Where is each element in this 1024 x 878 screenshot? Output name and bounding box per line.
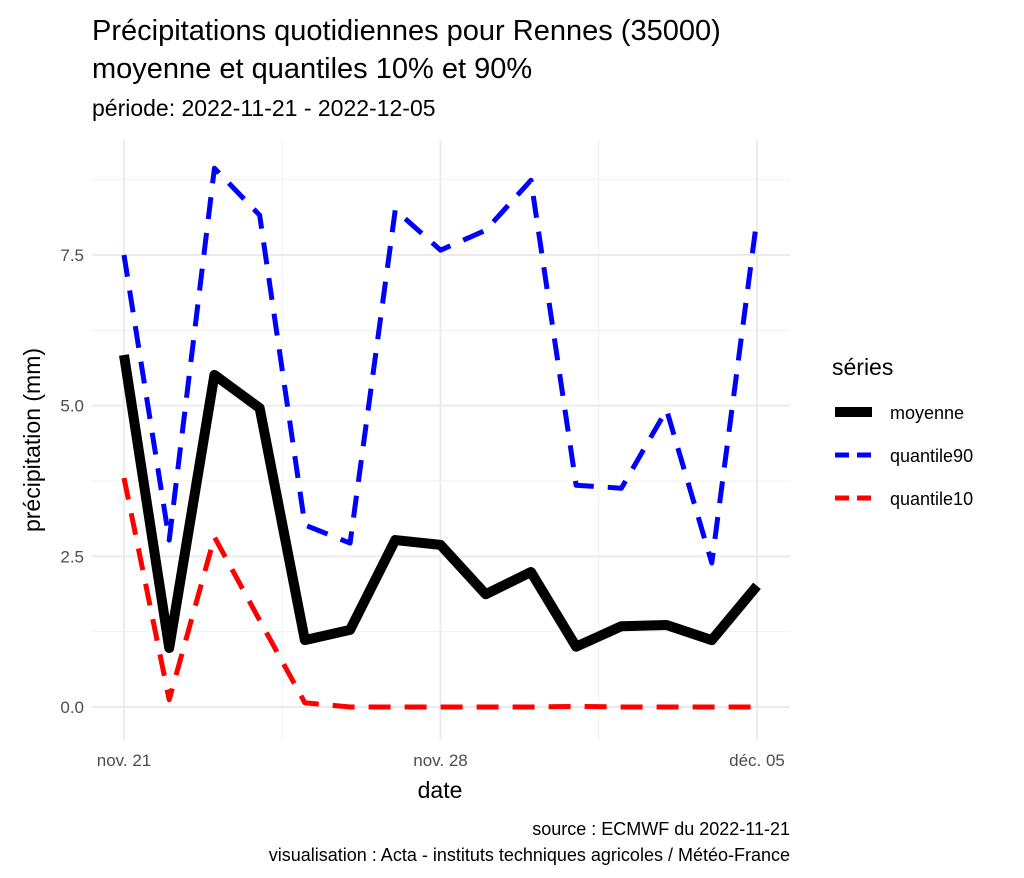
x-tick-label: nov. 21 (97, 751, 152, 770)
caption-source: source : ECMWF du 2022-11-21 (532, 819, 790, 839)
x-tick-label: nov. 28 (413, 751, 468, 770)
legend-title: séries (832, 354, 893, 380)
legend-label-moyenne: moyenne (890, 403, 964, 423)
legend: séries moyenne quantile90 quantile10 (832, 354, 973, 509)
y-tick-label: 7.5 (60, 246, 84, 265)
chart-title: Précipitations quotidiennes pour Rennes … (92, 15, 721, 47)
chart-title-line2: moyenne et quantiles 10% et 90% (92, 53, 532, 85)
legend-label-quantile10: quantile10 (890, 489, 973, 509)
legend-label-quantile90: quantile90 (890, 446, 973, 466)
y-tick-label: 5.0 (60, 397, 84, 416)
chart-subtitle: période: 2022-11-21 - 2022-12-05 (92, 95, 436, 121)
y-axis-label: précipitation (mm) (19, 348, 45, 532)
y-tick-label: 2.5 (60, 547, 84, 566)
caption-visualisation: visualisation : Acta - instituts techniq… (269, 845, 790, 865)
x-tick-label: déc. 05 (729, 751, 785, 770)
x-axis-label: date (418, 777, 463, 803)
y-tick-label: 0.0 (60, 698, 84, 717)
